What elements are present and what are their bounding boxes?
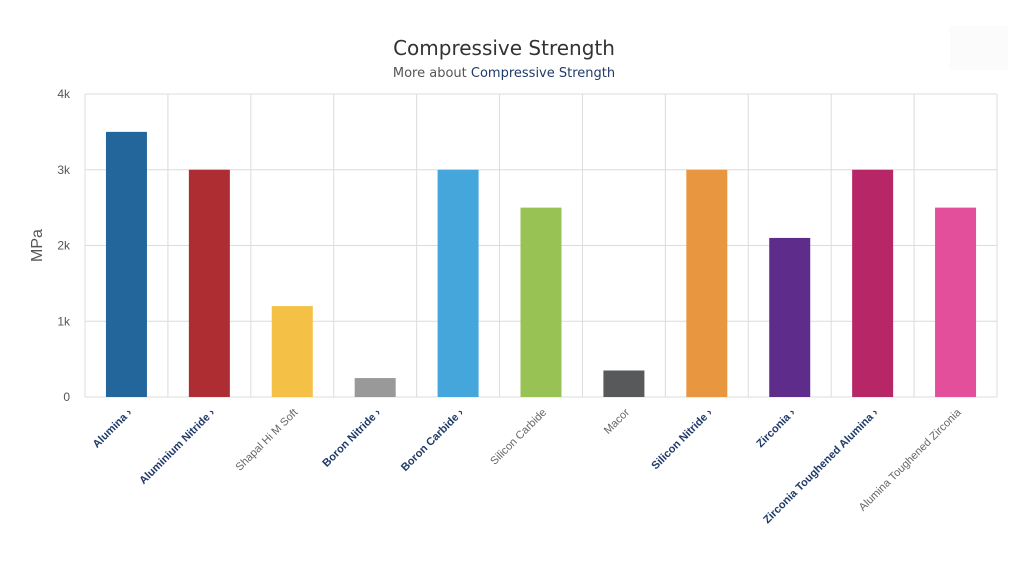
- bar[interactable]: [852, 169, 894, 397]
- y-axis-title: MPa: [29, 229, 46, 262]
- x-tick-label: Silicon Carbide: [488, 407, 549, 468]
- bar[interactable]: [271, 306, 313, 397]
- bar[interactable]: [354, 378, 396, 397]
- bar[interactable]: [603, 370, 645, 397]
- x-tick-label: Macor: [602, 406, 632, 436]
- chart-title: Compressive Strength: [393, 36, 615, 60]
- y-tick-label: 3k: [57, 163, 71, 177]
- bar[interactable]: [188, 169, 230, 397]
- subtitle-prefix: More about: [392, 66, 471, 81]
- y-tick-label: 4k: [57, 87, 71, 101]
- x-tick-label[interactable]: Silicon Nitride ›: [649, 406, 715, 472]
- x-tick-label: Shapal Hi M Soft: [234, 407, 301, 474]
- x-tick-label[interactable]: Alumina ›: [91, 406, 135, 450]
- bar[interactable]: [437, 169, 479, 397]
- y-tick-label: 0: [63, 390, 70, 404]
- y-tick-label: 2k: [57, 239, 71, 253]
- chart-subtitle: More about Compressive Strength: [0, 66, 1008, 81]
- bar[interactable]: [105, 131, 147, 397]
- subtitle-link[interactable]: Compressive Strength: [470, 66, 616, 81]
- bar[interactable]: [686, 169, 728, 397]
- bar[interactable]: [520, 207, 562, 397]
- y-tick-label: 1k: [57, 314, 71, 328]
- bar[interactable]: [935, 207, 977, 397]
- chart-menu-area: [950, 26, 1008, 70]
- x-tick-label[interactable]: Zirconia ›: [754, 406, 798, 450]
- x-tick-label[interactable]: Aluminium Nitride ›: [137, 406, 217, 486]
- x-tick-label[interactable]: Boron Carbide ›: [399, 406, 466, 473]
- x-tick-label[interactable]: Boron Nitride ›: [320, 406, 383, 469]
- bar[interactable]: [769, 237, 811, 397]
